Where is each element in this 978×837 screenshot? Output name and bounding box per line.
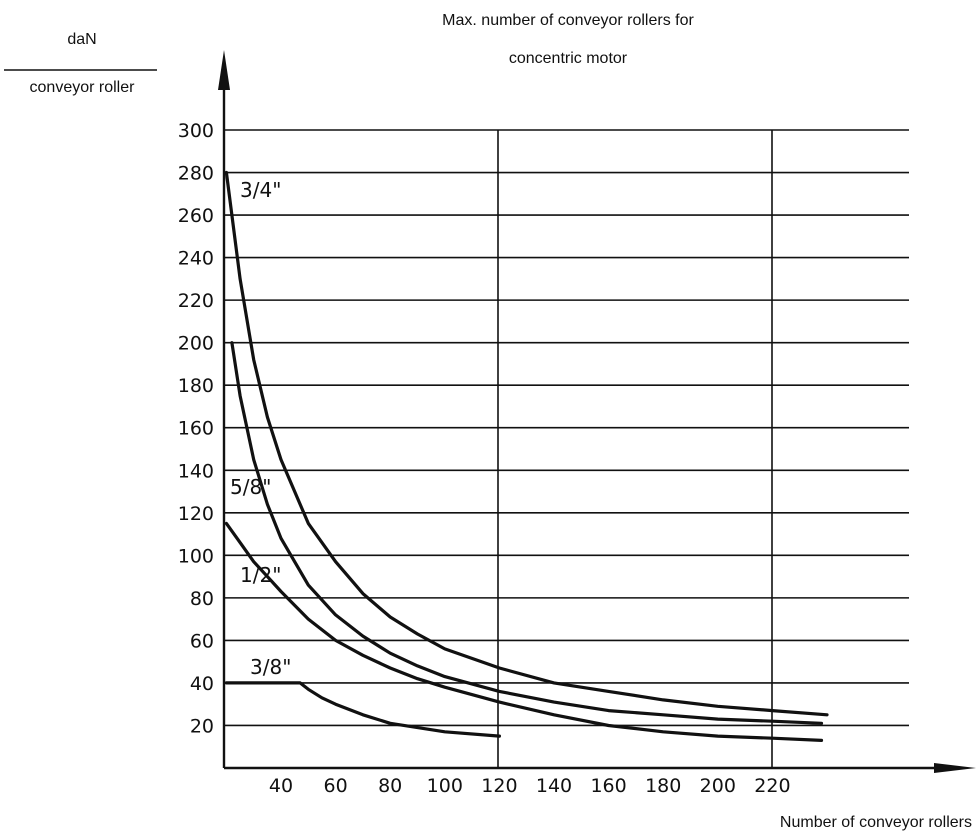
y-tick-label: 40 (190, 673, 214, 695)
x-tick-label: 140 (536, 775, 572, 797)
x-tick-label: 120 (481, 775, 517, 797)
x-tick-label: 200 (700, 775, 736, 797)
y-tick-label: 200 (178, 333, 214, 355)
tick-labels: 20 40 60 80 100 120 140 160 180 200 220 240 260 280 30… (178, 120, 791, 797)
y-tick-label: 180 (178, 375, 214, 397)
y-tick-label: 20 (190, 715, 214, 737)
series-labels: 3/4" 5/8" 1/2" 3/8" (230, 178, 291, 679)
x-tick-label: 60 (324, 775, 348, 797)
y-tick-label: 260 (178, 205, 214, 227)
y-tick-label: 160 (178, 418, 214, 440)
series-line (224, 521, 824, 742)
chart-title-line1: Max. number of conveyor rollers for (442, 12, 694, 29)
y-axis-unit-numerator: daN (67, 31, 96, 48)
y-axis-arrow-icon (218, 50, 230, 90)
x-tick-label: 160 (590, 775, 626, 797)
series-line (224, 681, 501, 738)
series-line (224, 170, 829, 717)
y-tick-label: 80 (190, 588, 214, 610)
axes (218, 50, 976, 773)
y-tick-label: 220 (178, 290, 214, 312)
x-tick-label: 80 (378, 775, 402, 797)
x-tick-label: 220 (754, 775, 790, 797)
chart-title-line2: concentric motor (509, 50, 628, 67)
series-label: 1/2" (240, 563, 281, 587)
y-tick-label: 300 (178, 120, 214, 142)
y-tick-label: 240 (178, 248, 214, 270)
y-tick-label: 120 (178, 503, 214, 525)
y-tick-label: 60 (190, 630, 214, 652)
series-lines (224, 170, 829, 742)
series-label: 5/8" (230, 475, 271, 499)
y-tick-label: 280 (178, 163, 214, 185)
series-label: 3/8" (250, 655, 291, 679)
x-axis-label: Number of conveyor rollers (780, 814, 972, 831)
grid (224, 129, 909, 768)
x-tick-label: 40 (269, 775, 293, 797)
x-axis-arrow-icon (934, 763, 976, 773)
y-tick-label: 100 (178, 545, 214, 567)
y-axis-unit-denominator: conveyor roller (30, 79, 136, 96)
x-tick-label: 180 (645, 775, 681, 797)
series-line (230, 341, 824, 725)
x-tick-label: 100 (427, 775, 463, 797)
y-tick-label: 140 (178, 460, 214, 482)
series-label: 3/4" (240, 178, 281, 202)
